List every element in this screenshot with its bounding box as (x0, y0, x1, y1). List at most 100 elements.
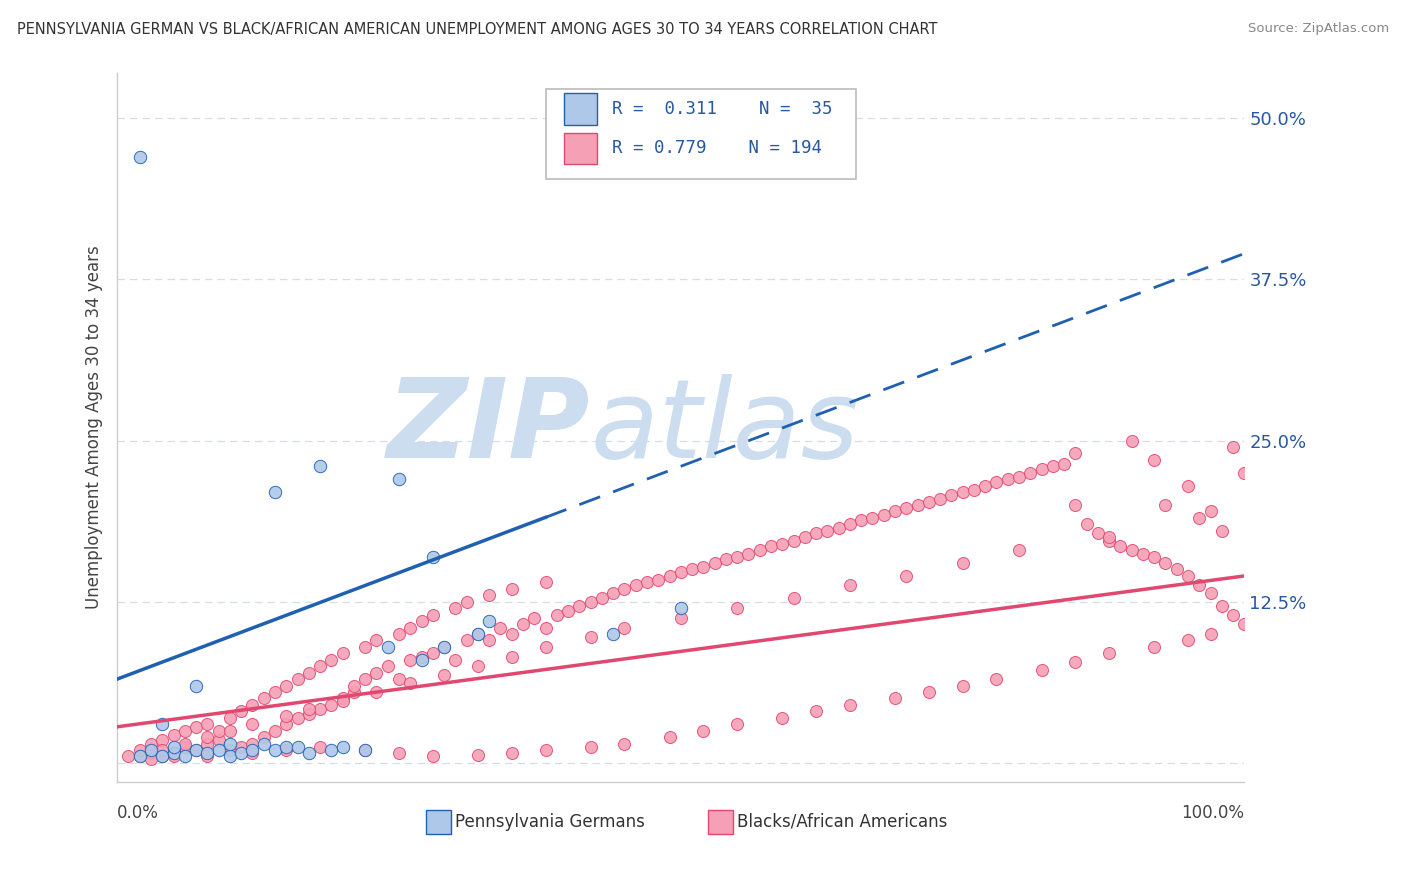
Point (997, 472, 1019, 486)
Point (128, 749, 150, 764)
Point (986, 475, 1008, 489)
Point (534, 620, 557, 634)
Point (467, 627, 489, 641)
Point (276, 743, 298, 757)
Point (1064, 656, 1087, 670)
Text: Blacks/African Americans: Blacks/African Americans (737, 813, 948, 831)
Point (815, 524, 838, 538)
Point (1188, 578, 1211, 592)
Point (523, 611, 546, 625)
Point (501, 746, 523, 760)
Point (1233, 616, 1256, 631)
Point (150, 717, 173, 731)
Point (399, 676, 422, 690)
Point (1199, 504, 1222, 518)
Point (162, 727, 184, 741)
Point (150, 732, 173, 747)
Point (838, 517, 860, 532)
Point (422, 646, 444, 660)
Point (456, 633, 478, 648)
Point (150, 749, 173, 764)
Point (658, 730, 681, 744)
Point (264, 685, 287, 699)
Point (173, 737, 195, 751)
Point (173, 749, 195, 764)
Point (128, 743, 150, 757)
Point (613, 582, 636, 596)
Point (343, 679, 366, 693)
Point (1222, 440, 1244, 454)
Point (1132, 547, 1154, 561)
Point (287, 672, 309, 686)
Point (557, 604, 579, 618)
Point (354, 640, 377, 654)
Point (399, 653, 422, 667)
Point (456, 595, 478, 609)
Point (195, 717, 218, 731)
Point (478, 633, 501, 648)
Point (512, 616, 534, 631)
Point (422, 749, 444, 764)
Point (332, 646, 354, 660)
Point (219, 711, 242, 725)
Point (636, 575, 658, 590)
Point (219, 737, 242, 751)
Point (782, 534, 804, 549)
Point (884, 504, 907, 518)
Point (173, 723, 195, 738)
Point (287, 711, 309, 725)
Point (952, 485, 974, 500)
Point (467, 659, 489, 673)
Point (1154, 498, 1177, 512)
Point (793, 530, 815, 544)
Point (1177, 478, 1199, 492)
Point (411, 653, 433, 667)
Point (422, 607, 444, 622)
Text: Source: ZipAtlas.com: Source: ZipAtlas.com (1249, 22, 1389, 36)
Point (162, 746, 184, 760)
Point (1143, 640, 1166, 654)
Point (782, 591, 804, 605)
Point (714, 552, 737, 566)
Point (1087, 526, 1109, 541)
Point (1019, 466, 1042, 480)
Point (264, 743, 287, 757)
Point (546, 607, 568, 622)
Point (366, 633, 388, 648)
Point (276, 679, 298, 693)
Point (658, 569, 681, 583)
Point (918, 685, 941, 699)
Point (242, 698, 264, 712)
Point (388, 672, 411, 686)
Point (411, 614, 433, 628)
Point (591, 591, 613, 605)
Point (624, 578, 647, 592)
Point (253, 730, 276, 744)
Point (366, 665, 388, 680)
Point (1098, 646, 1121, 660)
Text: Pennsylvania Germans: Pennsylvania Germans (456, 813, 645, 831)
Point (467, 748, 489, 763)
Point (501, 582, 523, 596)
Point (388, 746, 411, 760)
Point (219, 743, 242, 757)
Point (725, 601, 748, 615)
Point (388, 627, 411, 641)
Point (298, 702, 321, 716)
Point (195, 746, 218, 760)
Point (150, 743, 173, 757)
Point (184, 720, 207, 734)
Point (366, 685, 388, 699)
Point (231, 746, 253, 760)
Point (1098, 530, 1121, 544)
Point (1199, 585, 1222, 599)
Point (568, 599, 591, 613)
Point (1233, 466, 1256, 480)
Point (128, 150, 150, 164)
Point (162, 749, 184, 764)
Point (1042, 459, 1064, 474)
Point (444, 653, 467, 667)
Point (941, 488, 963, 502)
Point (669, 565, 692, 579)
Point (173, 740, 195, 755)
